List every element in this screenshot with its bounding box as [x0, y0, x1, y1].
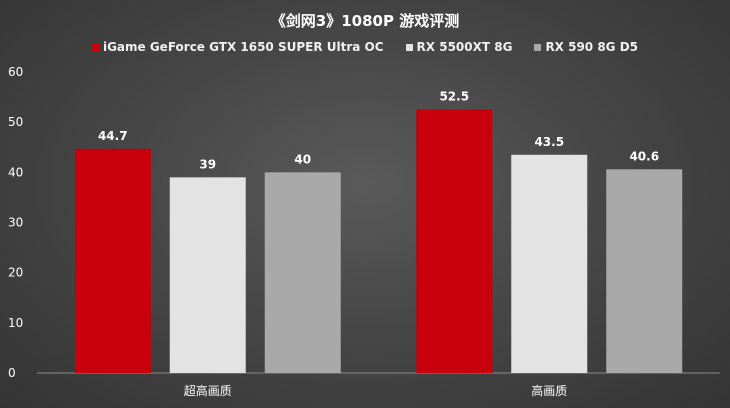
bar-1-0 — [416, 109, 493, 373]
bar-0-2 — [264, 172, 341, 373]
legend-item-series-2: RX 590 8G D5 — [534, 40, 638, 54]
x-category-label-1: 高画质 — [531, 383, 567, 398]
data-label-0-0: 44.7 — [98, 129, 128, 143]
legend-label-series-1: RX 5500XT 8G — [416, 40, 513, 54]
data-label-0-2: 40 — [294, 152, 311, 166]
y-tick-label-10: 10 — [8, 316, 23, 330]
legend-swatch-series-1 — [405, 43, 413, 51]
legend-swatch-series-2 — [534, 43, 542, 51]
y-tick-label-50: 50 — [8, 115, 23, 129]
data-label-1-2: 40.6 — [629, 149, 659, 163]
legend-label-series-2: RX 590 8G D5 — [545, 40, 639, 54]
legend-item-series-1: RX 5500XT 8G — [405, 40, 513, 54]
y-tick-label-0: 0 — [8, 366, 16, 380]
y-tick-label-30: 30 — [8, 216, 23, 230]
y-tick-label-40: 40 — [8, 165, 23, 179]
bar-0-1 — [169, 177, 246, 373]
data-label-1-0: 52.5 — [439, 90, 469, 104]
data-label-1-1: 43.5 — [534, 135, 564, 149]
y-tick-label-20: 20 — [8, 266, 23, 280]
legend-item-series-0: iGame GeForce GTX 1650 SUPER Ultra OC — [91, 40, 384, 54]
legend-swatch-series-0 — [91, 43, 99, 51]
bar-0-0 — [74, 148, 151, 373]
bar-1-1 — [511, 154, 588, 373]
chart-title: 《剑网3》1080P 游戏评测 — [270, 12, 460, 30]
chart-legend: iGame GeForce GTX 1650 SUPER Ultra OC RX… — [0, 40, 730, 54]
legend-label-series-0: iGame GeForce GTX 1650 SUPER Ultra OC — [102, 40, 384, 54]
x-category-label-0: 超高画质 — [184, 383, 232, 398]
y-tick-label-60: 60 — [8, 65, 23, 79]
data-label-0-1: 39 — [199, 157, 216, 171]
bar-1-2 — [606, 169, 683, 373]
